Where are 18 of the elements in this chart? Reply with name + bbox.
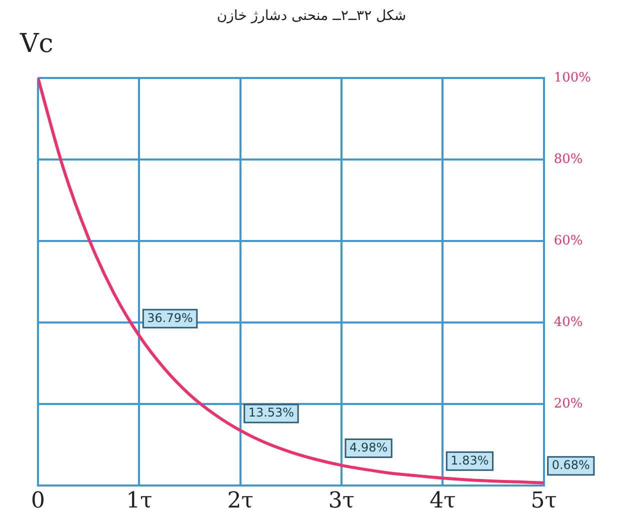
x-tick-label: 3τ [328, 488, 355, 514]
y-axis-title: Vc [19, 28, 54, 59]
y-tick-label: 40% [554, 314, 583, 330]
data-label: 0.68% [552, 458, 590, 472]
chart-title: شکل ۳۲ــ۲ــ منحنی دشارژ خازن [216, 8, 408, 24]
x-tick-label: 5τ [530, 488, 557, 514]
y-tick-label: 80% [554, 152, 583, 167]
data-label: 13.53% [248, 406, 294, 420]
y-tick-label: 60% [554, 233, 583, 248]
x-tick-label: 0 [31, 488, 45, 514]
x-tick-label: 1τ [126, 488, 152, 514]
x-tick-label: 4τ [430, 488, 456, 514]
data-label: 36.79% [147, 310, 193, 325]
data-label: 4.98% [350, 440, 388, 454]
y-tick-label: 100% [554, 70, 592, 86]
data-label: 1.83% [450, 453, 489, 468]
y-tick-label: 20% [554, 396, 583, 412]
x-tick-label: 2τ [227, 488, 254, 514]
